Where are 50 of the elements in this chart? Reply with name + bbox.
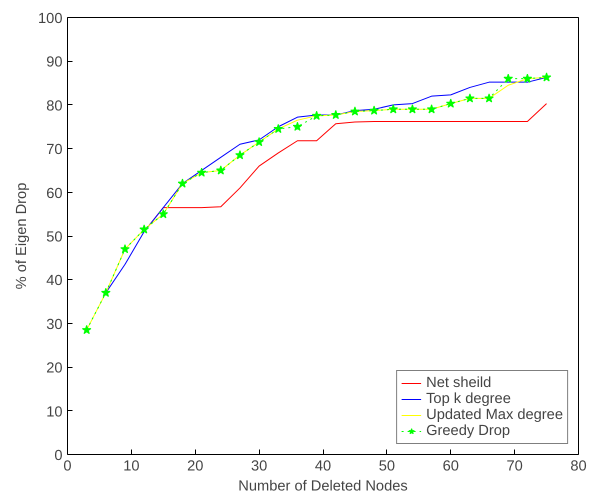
point — [254, 137, 264, 146]
point — [542, 72, 552, 82]
x-tick-label: 50 — [378, 458, 396, 474]
y-tick-label: 20 — [46, 360, 63, 377]
point — [235, 150, 245, 160]
y-tick-label: 40 — [46, 273, 63, 290]
point — [426, 104, 436, 114]
point — [465, 93, 475, 102]
point — [120, 244, 130, 254]
x-tick-label: 60 — [442, 458, 459, 474]
y-tick-label: 50 — [46, 230, 63, 246]
point — [274, 124, 284, 134]
x-tick-label: 40 — [314, 458, 332, 474]
y-tick-label: 10 — [46, 404, 63, 420]
legend-label: Greedy Drop — [426, 423, 510, 439]
point — [158, 209, 168, 218]
x-tick-label: 20 — [187, 458, 204, 474]
point — [196, 168, 206, 177]
point — [139, 224, 149, 234]
x-tick-label: 70 — [506, 458, 523, 474]
point — [216, 165, 226, 175]
point — [484, 93, 494, 102]
point — [82, 324, 92, 334]
y-tick-label: 90 — [46, 54, 63, 71]
point — [388, 104, 398, 114]
y-axis-title: % of Eigen Drop — [14, 182, 30, 290]
y-tick-label: 80 — [46, 98, 63, 114]
x-tick-label: 10 — [123, 458, 140, 474]
x-tick-label: 30 — [250, 458, 268, 474]
point — [350, 106, 360, 116]
legend-label: Top k degree — [426, 391, 511, 407]
point — [101, 288, 111, 297]
point — [522, 74, 532, 83]
point — [446, 98, 456, 108]
y-tick-label: 70 — [46, 142, 63, 158]
x-axis-title: Number of Deleted Nodes — [238, 478, 408, 494]
point — [292, 122, 302, 131]
point — [503, 74, 514, 83]
y-tick-label: 60 — [46, 186, 63, 202]
y-tick-label: 30 — [46, 316, 63, 333]
point — [330, 110, 341, 120]
y-tick-label: 100 — [38, 11, 63, 27]
point — [178, 178, 188, 188]
point — [312, 110, 322, 120]
x-tick-label: 80 — [570, 458, 587, 474]
y-tick-label: 0 — [54, 448, 63, 464]
point — [408, 104, 418, 114]
legend-label: Net sheild — [426, 375, 492, 391]
legend-label: Updated Max degree — [426, 407, 563, 423]
point — [369, 106, 379, 115]
